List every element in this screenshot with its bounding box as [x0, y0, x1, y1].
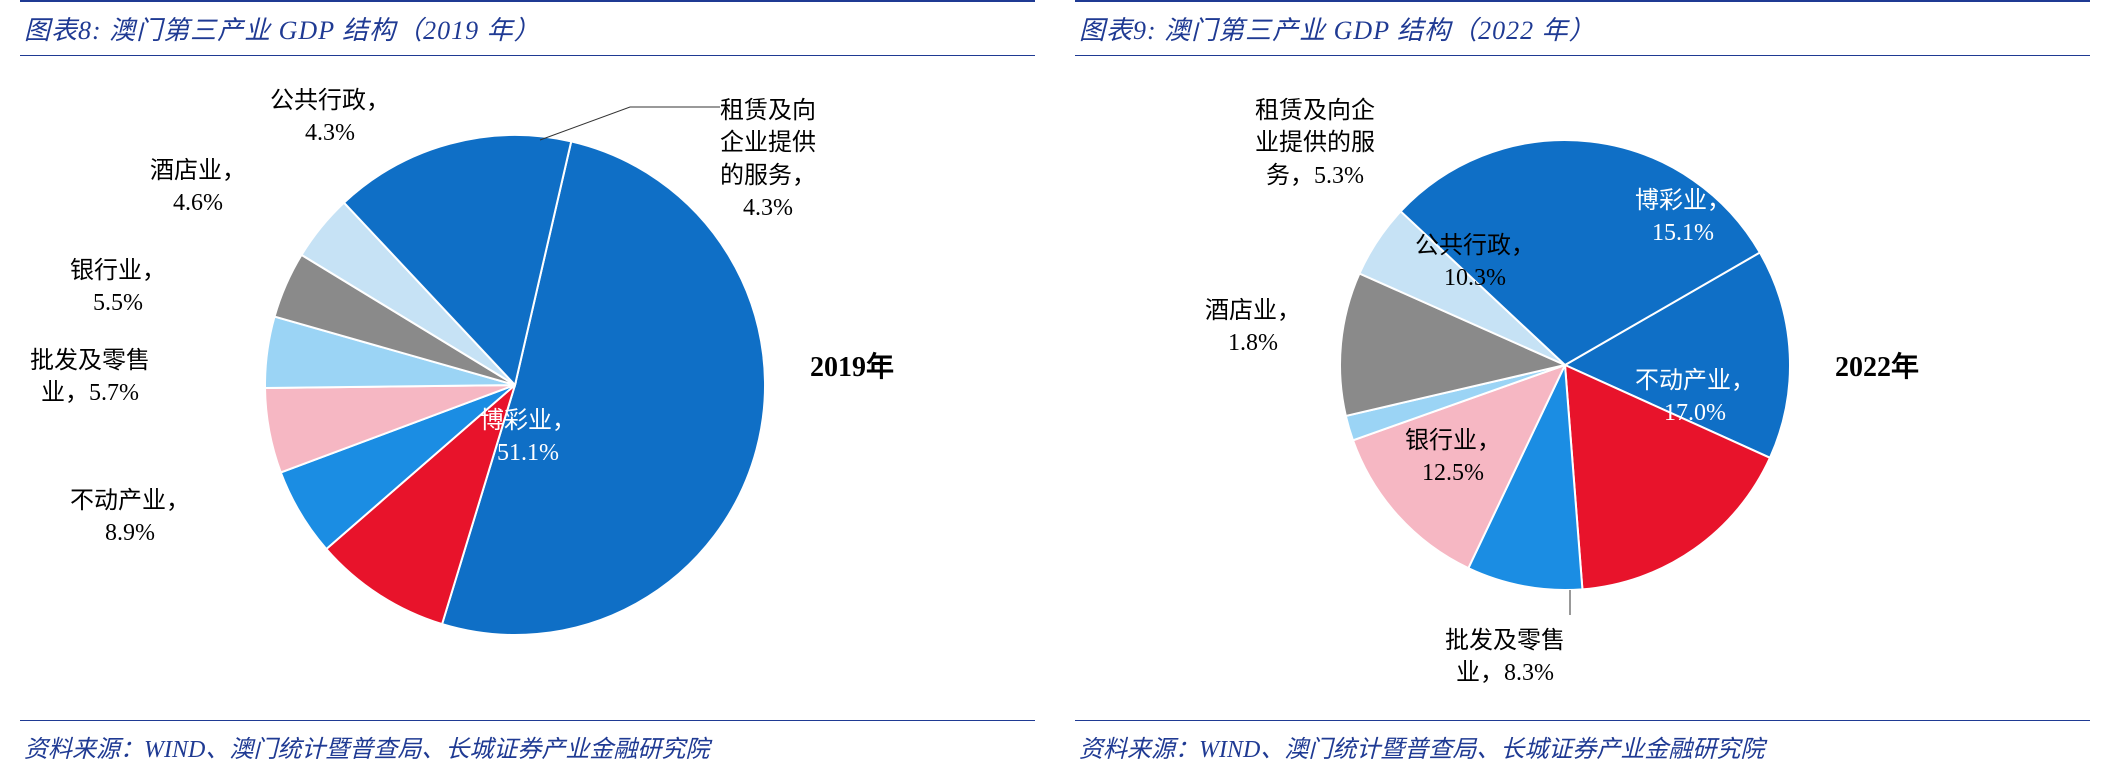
slice-label-批发及零售业: 批发及零售业，5.7%	[30, 345, 150, 410]
year-label: 2022年	[1835, 345, 1919, 385]
year-label: 2019年	[810, 345, 894, 385]
chart-area-left: 博彩业，51.1% 不动产业，8.9% 批发及零售业，5.7% 银行业，5.5% 酒店业…	[20, 55, 1035, 720]
slice-label-不动产业: 不动产业，8.9%	[70, 485, 190, 550]
panel-left: 图表8: 澳门第三产业 GDP 结构（2019 年） 博彩业，51.1% 不动产业…	[0, 0, 1055, 770]
slice-label-公共行政: 公共行政，10.3%	[1415, 230, 1535, 295]
leader-line	[540, 107, 720, 140]
chart-title-left: 图表8: 澳门第三产业 GDP 结构（2019 年）	[20, 0, 1035, 56]
panel-right: 图表9: 澳门第三产业 GDP 结构（2022 年） 博彩业，15.1% 不动产业…	[1055, 0, 2110, 770]
slice-label-租赁及向企业提供的服务: 租赁及向企业提供的服务，5.3%	[1255, 95, 1375, 192]
chart-title-right: 图表9: 澳门第三产业 GDP 结构（2022 年）	[1075, 0, 2090, 56]
slice-label-博彩业: 博彩业，15.1%	[1635, 185, 1731, 250]
slice-label-银行业: 银行业，12.5%	[1405, 425, 1501, 490]
slice-label-租赁及向企业提供的服务: 租赁及向企业提供的服务，4.3%	[720, 95, 816, 225]
source-left: 资料来源：WIND、澳门统计暨普查局、长城证券产业金融研究院	[20, 720, 1035, 770]
chart-area-right: 博彩业，15.1% 不动产业，17.0% 批发及零售业，8.3% 银行业，12.5% 酒…	[1075, 55, 2090, 720]
slice-label-银行业: 银行业，5.5%	[70, 255, 166, 320]
slice-label-不动产业: 不动产业，17.0%	[1635, 365, 1755, 430]
pie-chart	[1075, 55, 2090, 720]
slice-label-酒店业: 酒店业，4.6%	[150, 155, 246, 220]
source-right: 资料来源：WIND、澳门统计暨普查局、长城证券产业金融研究院	[1075, 720, 2090, 770]
slice-label-公共行政: 公共行政，4.3%	[270, 85, 390, 150]
slice-label-酒店业: 酒店业，1.8%	[1205, 295, 1301, 360]
slice-label-批发及零售业: 批发及零售业，8.3%	[1445, 625, 1565, 690]
slice-label-博彩业: 博彩业，51.1%	[480, 405, 576, 470]
